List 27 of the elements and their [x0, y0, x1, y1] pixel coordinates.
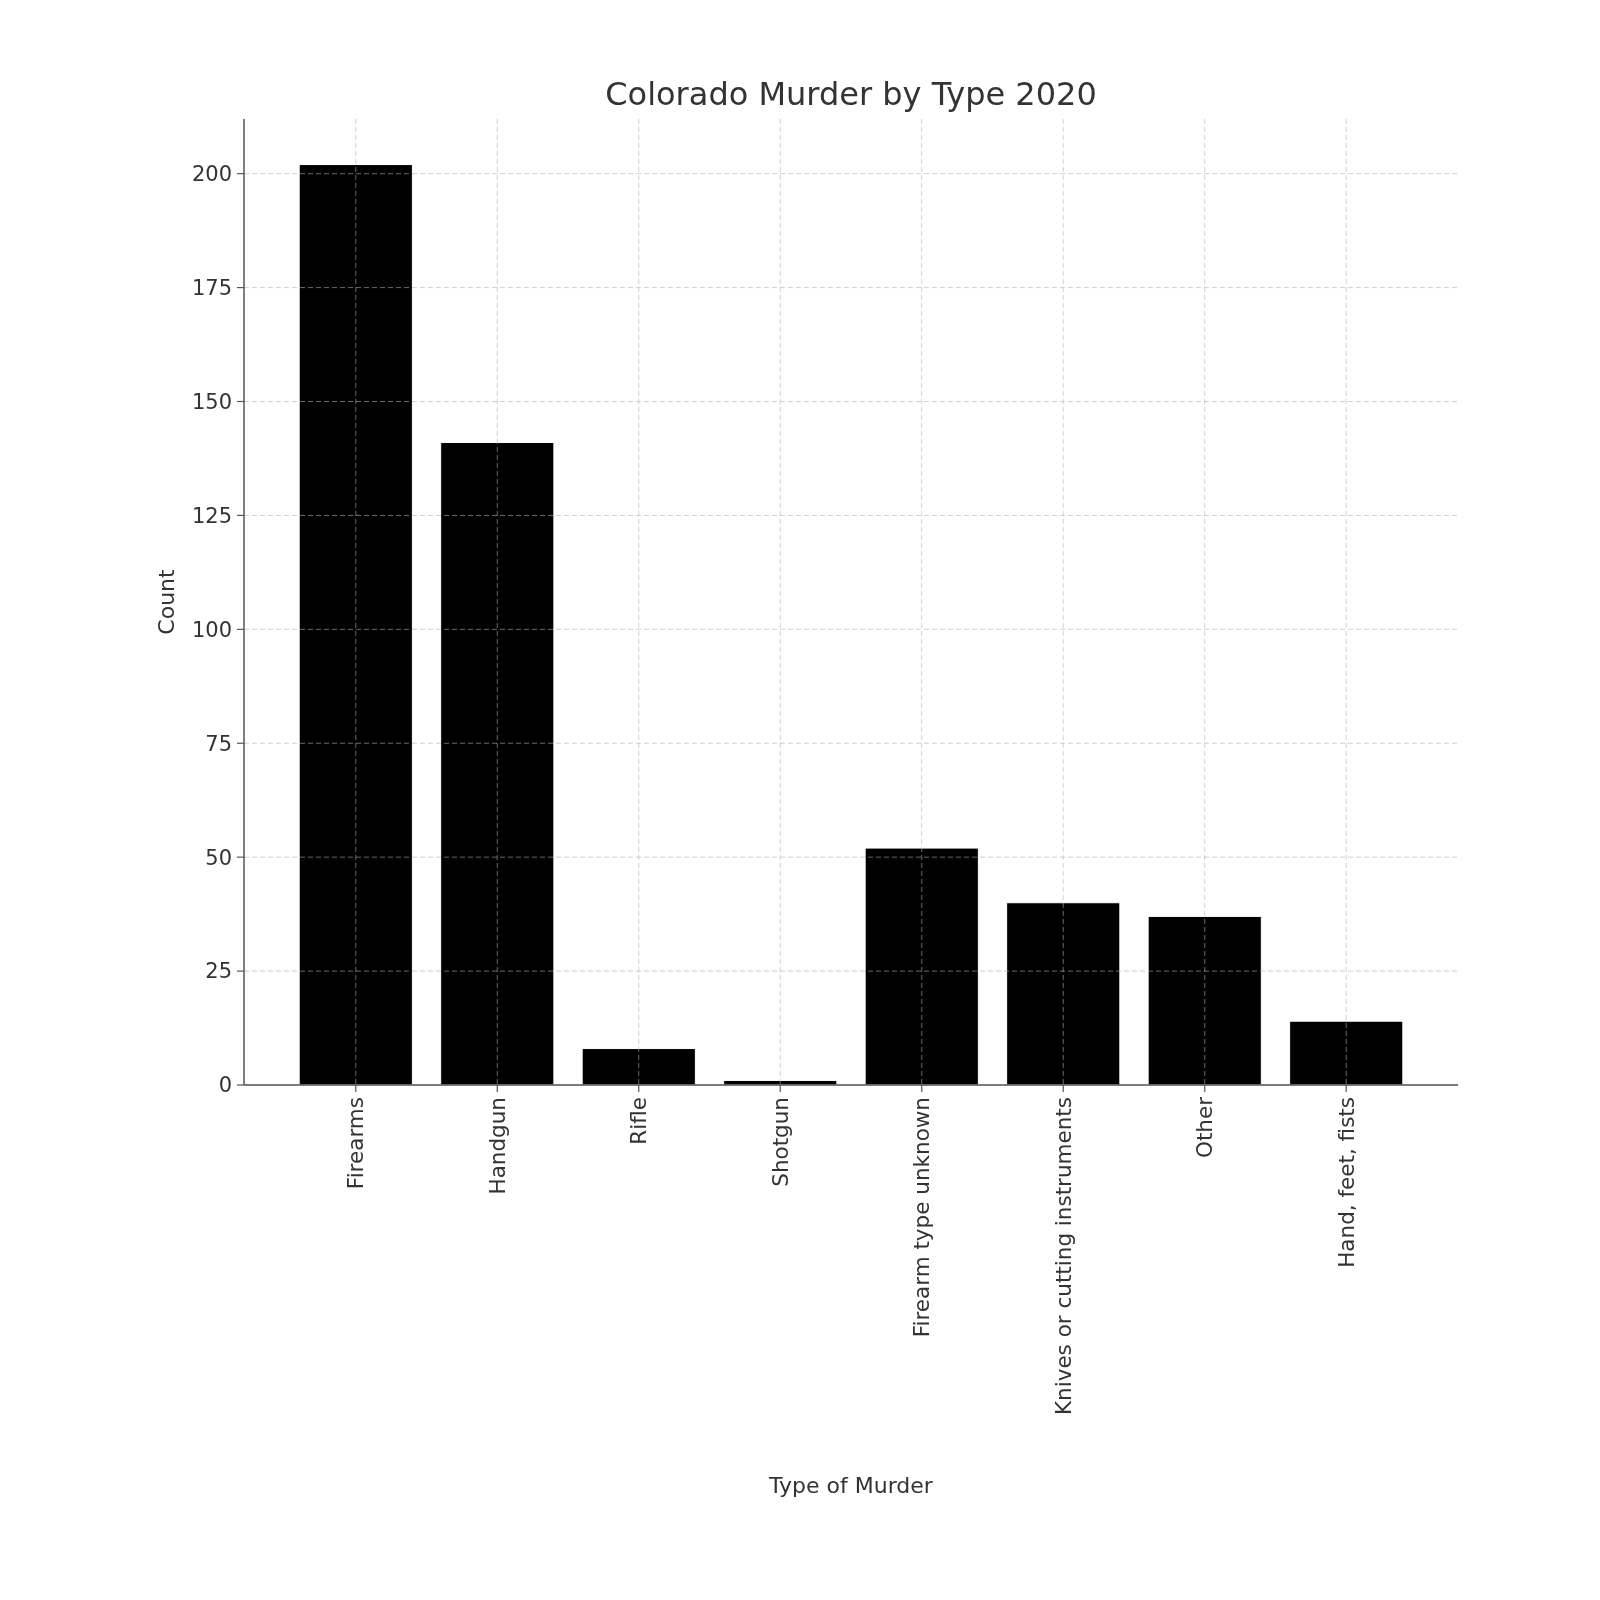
- x-axis-title: Type of Murder: [768, 1473, 934, 1498]
- bar: [1006, 902, 1121, 1086]
- x-tick-label: Knives or cutting instruments: [1050, 1097, 1076, 1416]
- y-tick-label: 100: [191, 617, 232, 642]
- x-tick-label: Handgun: [484, 1097, 510, 1195]
- y-tick-label: 50: [205, 845, 232, 870]
- bar: [581, 1048, 696, 1086]
- y-tick-label: 200: [191, 162, 232, 187]
- y-tick-label: 150: [191, 389, 232, 414]
- bar: [298, 164, 413, 1086]
- bar: [440, 442, 555, 1086]
- x-tick-label: Firearms: [343, 1097, 369, 1190]
- y-tick-label: 175: [191, 275, 232, 300]
- x-tick-label: Hand, feet, fists: [1333, 1097, 1359, 1268]
- x-tick-label: Firearm type unknown: [909, 1097, 935, 1338]
- bar: [1147, 915, 1262, 1086]
- x-tick-label: Shotgun: [767, 1097, 793, 1187]
- bar: [1289, 1020, 1404, 1086]
- chart-title: Colorado Murder by Type 2020: [605, 75, 1097, 113]
- x-tick-label: Other: [1192, 1096, 1218, 1159]
- x-tick-label: Rifle: [626, 1097, 652, 1145]
- y-tick-label: 125: [191, 503, 232, 528]
- bar: [864, 847, 979, 1086]
- y-tick-label: 75: [205, 731, 232, 756]
- y-tick-label: 25: [205, 959, 232, 984]
- y-axis-title: Count: [153, 568, 179, 635]
- y-tick-label: 0: [218, 1073, 232, 1098]
